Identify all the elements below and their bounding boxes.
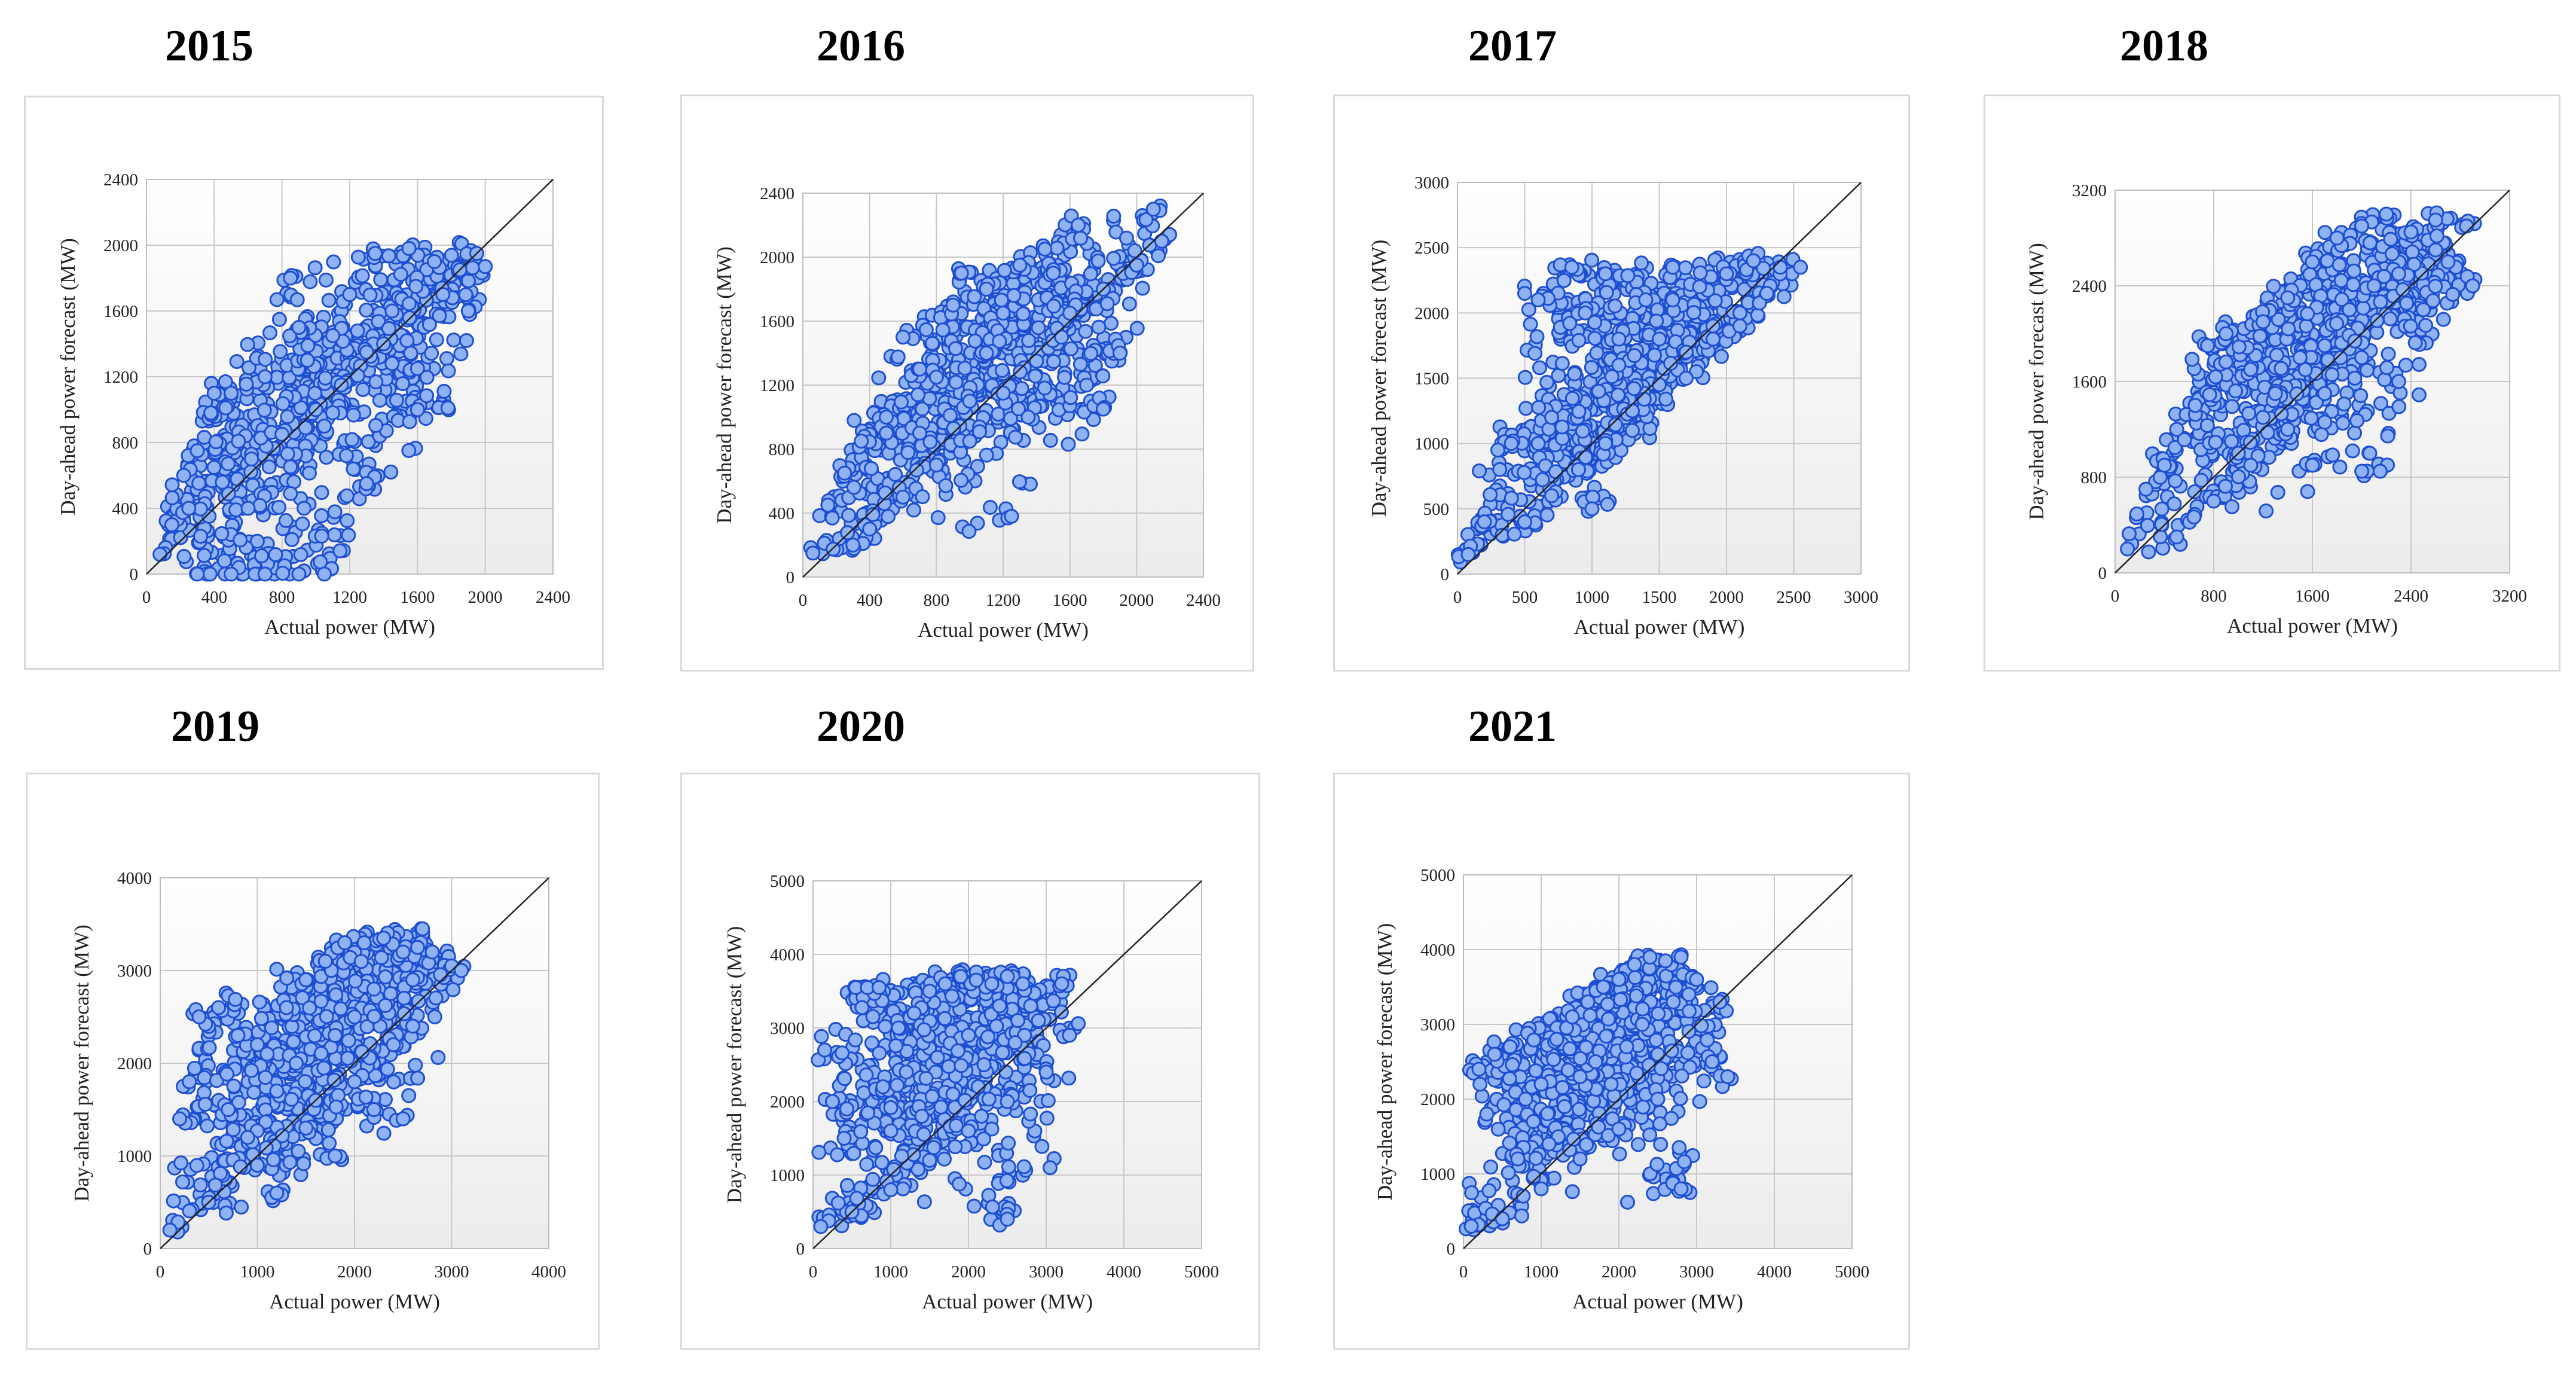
chart-2019-frame [26,773,600,1350]
chart-2015-title: 2015 [165,22,253,71]
chart-2018-frame [1984,94,2560,672]
chart-2016-title: 2016 [817,22,905,71]
chart-2017-frame [1333,94,1910,672]
chart-2019-title: 2019 [171,702,259,751]
chart-2018-title: 2018 [2120,22,2208,71]
chart-2020-frame [680,773,1260,1350]
chart-2015-frame [24,96,604,670]
chart-2020-title: 2020 [817,702,905,751]
chart-2017-title: 2017 [1468,22,1557,71]
chart-2016-frame [680,94,1254,672]
